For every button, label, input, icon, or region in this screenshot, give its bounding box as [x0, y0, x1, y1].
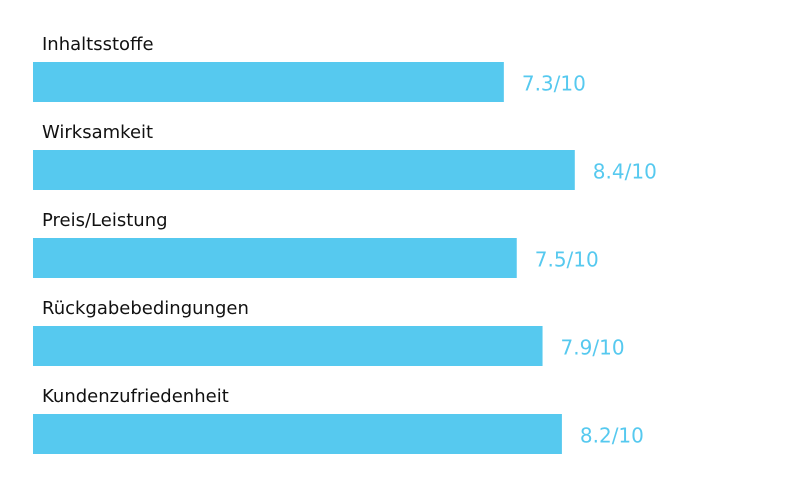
value-label: 7.9/10	[561, 336, 625, 360]
category-label: Preis/Leistung	[42, 210, 168, 231]
category-label: Kundenzufriedenheit	[42, 386, 229, 407]
bar	[33, 414, 562, 454]
bar	[33, 326, 543, 366]
bar	[33, 150, 575, 190]
category-label: Wirksamkeit	[42, 122, 153, 143]
category-label: Rückgabebedingungen	[42, 298, 249, 319]
bar	[33, 62, 504, 102]
value-label: 8.2/10	[580, 424, 644, 448]
category-label: Inhaltsstoffe	[42, 34, 154, 55]
value-label: 7.3/10	[522, 72, 586, 96]
bar	[33, 238, 517, 278]
value-label: 7.5/10	[535, 248, 599, 272]
value-label: 8.4/10	[593, 160, 657, 184]
